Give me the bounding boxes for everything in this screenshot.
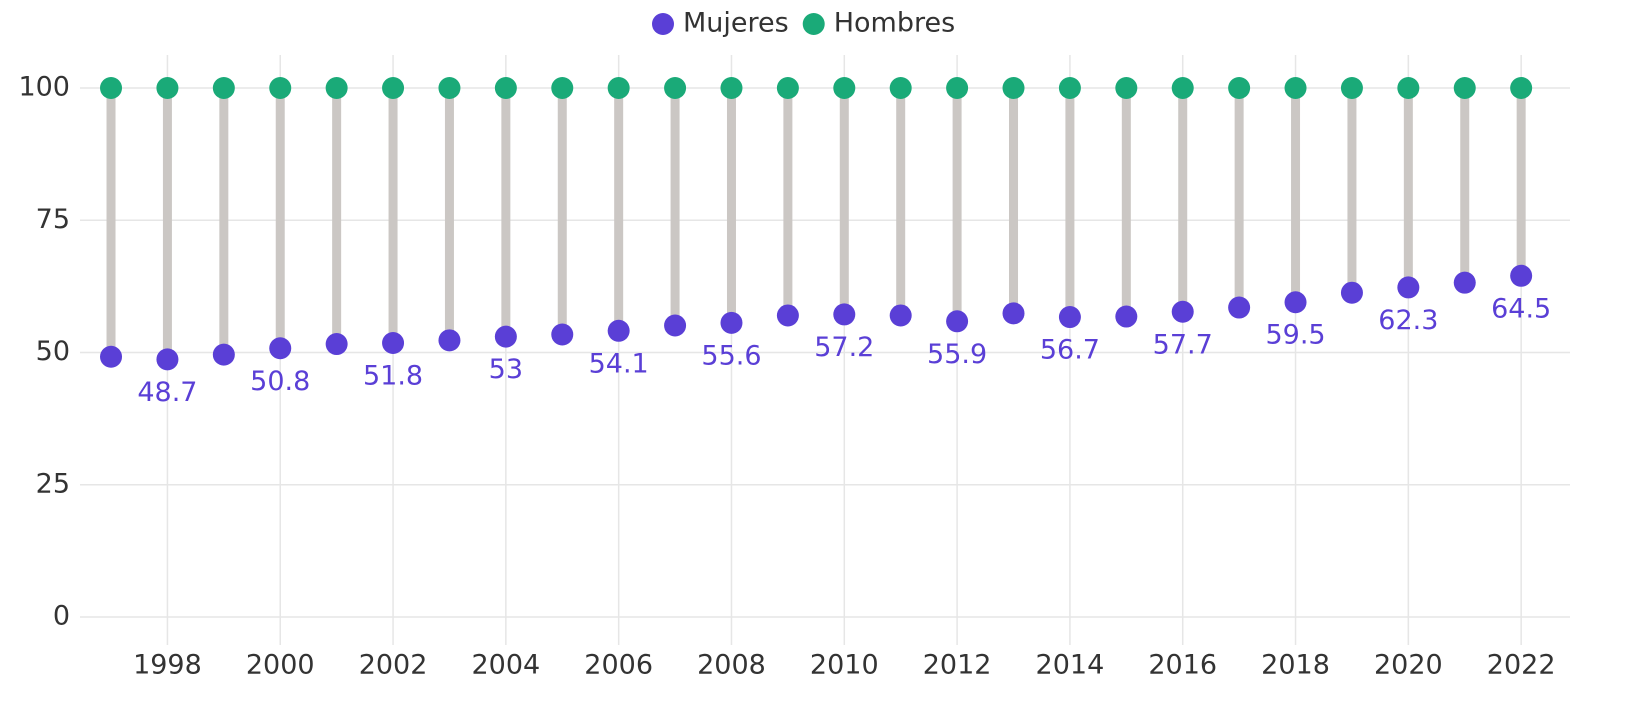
y-tick-label: 0 (53, 601, 70, 632)
dot (1510, 77, 1533, 99)
dot (269, 337, 292, 360)
dot (1453, 77, 1476, 99)
x-tick-label: 2022 (1487, 650, 1556, 681)
dot (1058, 77, 1081, 99)
data-label: 54.1 (589, 348, 649, 379)
dot (1284, 291, 1307, 314)
dot (1002, 77, 1025, 99)
x-tick-label: 2014 (1036, 650, 1105, 681)
x-tick-label: 2012 (923, 650, 992, 681)
dot (664, 314, 687, 337)
dot (1340, 281, 1363, 304)
dot (607, 77, 630, 99)
dot (551, 77, 574, 99)
x-tick-label: 2016 (1148, 650, 1217, 681)
data-label: 53 (489, 354, 523, 385)
dot (1284, 77, 1307, 99)
data-label: 57.2 (814, 332, 874, 363)
dot (1002, 302, 1025, 325)
data-label: 56.7 (1040, 335, 1100, 366)
x-tick-label: 2002 (359, 650, 428, 681)
dot (946, 77, 969, 99)
x-tick-label: 2018 (1261, 650, 1330, 681)
y-tick-label: 75 (36, 204, 70, 235)
dot (1453, 271, 1476, 294)
dot (1340, 77, 1363, 99)
dot (494, 77, 517, 99)
y-tick-label: 50 (36, 336, 70, 367)
dot (946, 310, 969, 333)
dot (776, 304, 799, 327)
dot (100, 77, 123, 99)
dot (1115, 305, 1138, 328)
dot (1115, 77, 1138, 99)
dot (382, 77, 405, 99)
dot (269, 77, 292, 99)
data-label: 55.9 (927, 339, 987, 370)
dot (1510, 264, 1533, 287)
dot (1171, 300, 1194, 323)
dot (1397, 77, 1420, 99)
data-label: 57.7 (1153, 329, 1213, 360)
data-label: 55.6 (701, 340, 761, 371)
dot (1228, 296, 1251, 319)
dot (212, 343, 235, 366)
dot (212, 77, 235, 99)
data-label: 59.5 (1265, 320, 1325, 351)
data-label: 48.7 (137, 377, 197, 408)
dot (889, 304, 912, 327)
dot (776, 77, 799, 99)
dot (664, 77, 687, 99)
dot (1171, 77, 1194, 99)
x-tick-label: 2006 (584, 650, 653, 681)
x-tick-label: 2004 (472, 650, 541, 681)
data-label: 64.5 (1491, 293, 1551, 324)
dot (438, 77, 461, 99)
dot (607, 319, 630, 342)
dot (1397, 276, 1420, 299)
dot (833, 77, 856, 99)
dot (438, 329, 461, 352)
y-tick-label: 25 (36, 468, 70, 499)
x-tick-label: 2008 (697, 650, 766, 681)
dot (325, 77, 348, 99)
x-tick-label: 2020 (1374, 650, 1443, 681)
dot (1058, 306, 1081, 329)
dot (833, 303, 856, 326)
x-tick-label: 2000 (246, 650, 315, 681)
dot (100, 345, 123, 368)
dot (156, 348, 179, 371)
data-label: 62.3 (1378, 305, 1438, 336)
x-tick-label: 2010 (810, 650, 879, 681)
legend-marker (652, 13, 674, 35)
dot (494, 325, 517, 348)
dot (325, 333, 348, 356)
data-label: 50.8 (250, 366, 310, 397)
legend-marker (802, 13, 825, 35)
dot (551, 323, 574, 346)
legend-label: Hombres (834, 8, 955, 39)
dot (156, 77, 179, 99)
dot (720, 311, 743, 334)
dot (889, 77, 912, 99)
data-label: 51.8 (363, 360, 423, 391)
x-tick-label: 1998 (133, 650, 202, 681)
dot (1228, 77, 1251, 99)
dot (382, 331, 405, 354)
y-tick-label: 100 (18, 72, 70, 103)
dot (720, 77, 743, 99)
legend-label: Mujeres (683, 8, 789, 39)
